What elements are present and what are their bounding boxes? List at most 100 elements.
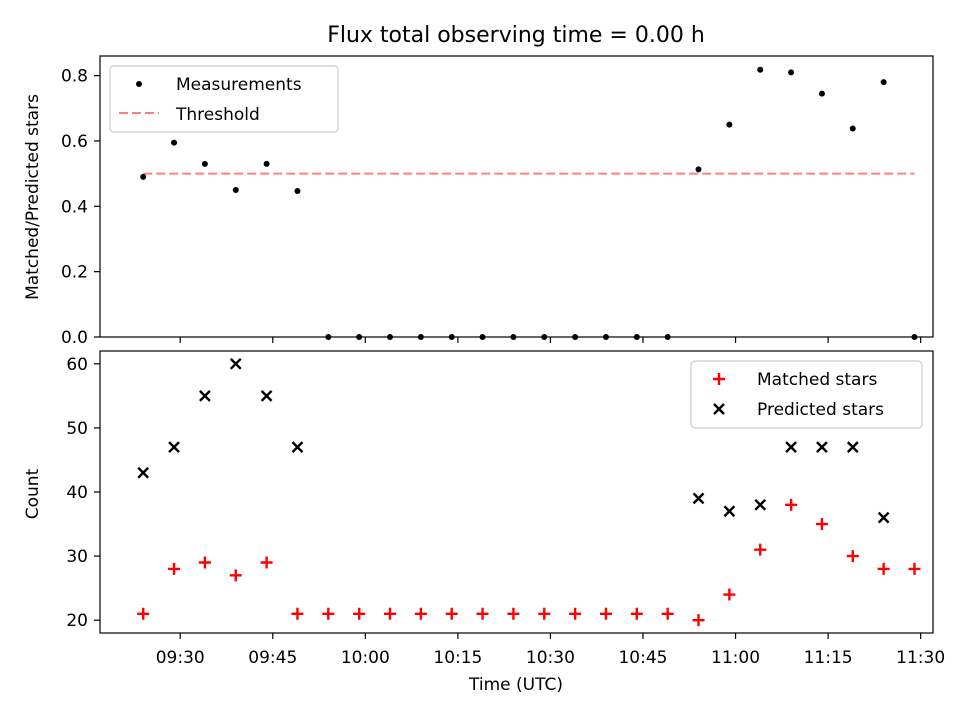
matched-star-point — [291, 607, 304, 620]
bottom-x-ticks: 09:30 09:45 10:00 10:15 10:30 10:45 11:00 11:15… — [156, 633, 945, 668]
measurement-point — [695, 166, 702, 173]
top-y-ticks: 0.0 0.2 0.4 0.6 0.8 — [61, 67, 100, 348]
measurement-point — [911, 334, 918, 340]
measurement-point — [201, 160, 208, 167]
matched-star-point — [908, 562, 921, 575]
legend-marker-measurements — [136, 81, 142, 87]
matched-star-point — [137, 607, 150, 620]
predicted-star-point — [877, 511, 890, 524]
matched-star-point — [785, 498, 798, 511]
measurement-point — [880, 79, 887, 86]
legend-label-threshold: Threshold — [175, 105, 260, 125]
matched-star-point — [445, 607, 458, 620]
matched-star-point — [229, 569, 242, 582]
bottom-y-tick-label: 40 — [66, 483, 88, 503]
legend-marker-matched-stars — [713, 373, 725, 385]
top-legend: Measurements Threshold — [109, 65, 339, 133]
predicted-star-point — [199, 390, 211, 402]
matched-star-point — [815, 518, 828, 531]
matched-star-point — [414, 607, 427, 620]
count-points — [137, 357, 921, 627]
matched-star-point — [353, 607, 366, 620]
top-x-ticks — [179, 337, 922, 343]
bottom-y-tick-label: 30 — [66, 547, 88, 567]
bottom-panel: 20 30 40 50 60 09:30 09:45 10:00 10:15 10:30 10:4… — [23, 350, 945, 695]
measurement-point — [633, 334, 640, 340]
predicted-star-point — [260, 390, 273, 402]
matched-star-point — [322, 607, 335, 620]
measurement-point — [849, 125, 856, 132]
measurement-point — [664, 334, 671, 340]
predicted-star-point — [168, 441, 180, 453]
predicted-star-point — [137, 466, 150, 479]
matched-star-point — [630, 607, 643, 620]
measurement-point — [572, 334, 579, 340]
predicted-star-point — [229, 357, 242, 370]
top-y-tick-label: 0.0 — [61, 328, 88, 348]
measurement-point — [171, 139, 178, 146]
bottom-legend-box — [690, 360, 923, 429]
matched-star-point — [198, 556, 211, 569]
bottom-legend: Matched stars Predicted stars — [690, 360, 923, 429]
x-axis-label: Time (UTC) — [468, 675, 563, 695]
predicted-star-point — [723, 505, 736, 518]
top-axes-frame — [99, 55, 934, 338]
legend-label-matched-stars: Matched stars — [757, 370, 877, 390]
measurement-point — [263, 160, 270, 167]
matched-star-point — [476, 607, 489, 620]
matched-star-point — [599, 607, 612, 620]
x-tick-label: 11:00 — [711, 648, 760, 668]
predicted-star-point — [785, 441, 797, 453]
bottom-y-ticks: 20 30 40 50 60 — [66, 355, 100, 631]
measurement-point — [448, 334, 455, 340]
predicted-star-point — [754, 498, 767, 511]
x-tick-label: 10:30 — [526, 648, 575, 668]
bottom-y-tick-label: 60 — [66, 355, 88, 375]
legend-label-predicted-stars: Predicted stars — [757, 400, 884, 420]
top-y-tick-label: 0.4 — [61, 197, 88, 217]
measurement-point — [417, 334, 424, 340]
measurement-point — [788, 69, 795, 76]
matched-star-point — [723, 588, 736, 601]
matched-star-point — [877, 562, 890, 575]
top-y-tick-label: 0.2 — [61, 263, 88, 283]
measurement-point — [479, 334, 486, 340]
top-panel: 0.00.20.40.60.8 Matched/Predicted stars … — [23, 55, 934, 348]
x-tick-label: 10:00 — [341, 648, 390, 668]
predicted-star-point — [816, 441, 828, 453]
measurement-point — [757, 66, 764, 73]
bottom-y-tick-label: 20 — [66, 611, 88, 631]
measurement-point — [510, 334, 517, 340]
bottom-y-axis-label: Count — [23, 468, 43, 519]
matched-star-point — [692, 614, 705, 627]
measurement-point — [325, 334, 332, 340]
matched-star-point — [260, 556, 273, 569]
x-tick-label: 09:45 — [248, 648, 297, 668]
measurement-point — [140, 173, 147, 180]
top-legend-box — [109, 65, 339, 133]
matched-star-point — [168, 562, 181, 575]
x-tick-label: 09:30 — [156, 648, 205, 668]
measurement-point — [541, 334, 548, 340]
matched-star-point — [384, 607, 397, 620]
matched-star-point — [754, 543, 767, 556]
legend-label-measurements: Measurements — [176, 75, 302, 95]
measurement-point — [818, 90, 825, 97]
measurement-points — [140, 66, 918, 340]
measurement-point — [726, 121, 733, 128]
measurement-point — [387, 334, 394, 340]
bottom-y-tick-label: 50 — [66, 419, 88, 439]
measurement-point — [232, 186, 239, 193]
matched-star-point — [538, 607, 551, 620]
predicted-star-point — [692, 492, 705, 505]
top-y-tick-label: 0.8 — [61, 67, 88, 87]
x-tick-label: 11:30 — [896, 648, 945, 668]
matched-star-point — [661, 607, 674, 620]
legend-marker-predicted-stars — [713, 403, 725, 415]
measurement-point — [602, 334, 609, 340]
x-tick-label: 11:15 — [804, 648, 853, 668]
measurement-point — [356, 334, 363, 340]
measurement-point — [294, 187, 301, 194]
top-y-axis-label: Matched/Predicted stars — [23, 94, 43, 300]
